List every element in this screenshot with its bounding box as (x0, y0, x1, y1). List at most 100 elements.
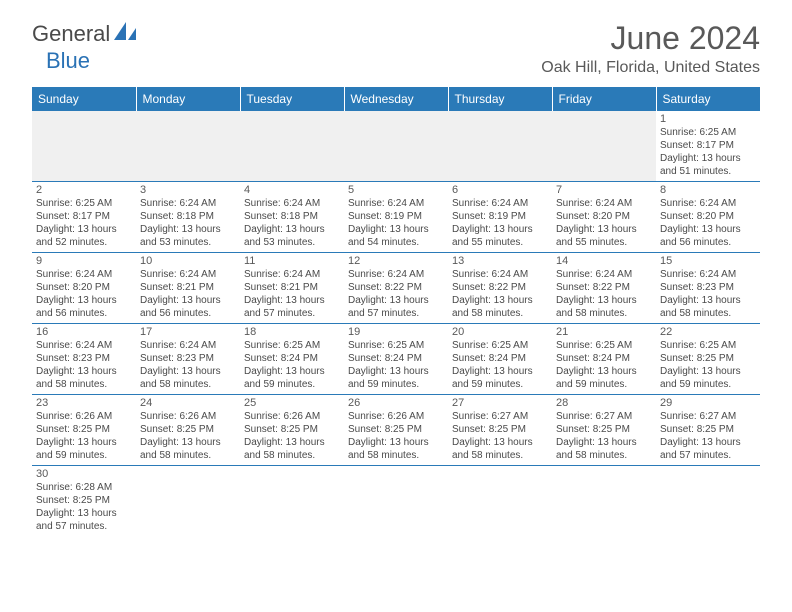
day-info-line: Sunset: 8:17 PM (660, 139, 756, 152)
day-number: 22 (660, 326, 756, 338)
day-info-line: Sunrise: 6:25 AM (660, 126, 756, 139)
day-info-line: Sunrise: 6:24 AM (556, 197, 652, 210)
calendar-day-cell: 22Sunrise: 6:25 AMSunset: 8:25 PMDayligh… (656, 324, 760, 395)
calendar-day-cell (136, 111, 240, 182)
calendar-day-cell: 21Sunrise: 6:25 AMSunset: 8:24 PMDayligh… (552, 324, 656, 395)
day-info-line: and 56 minutes. (660, 236, 756, 249)
day-info-line: Sunrise: 6:25 AM (556, 339, 652, 352)
day-info-line: Sunset: 8:20 PM (36, 281, 132, 294)
day-info-line: Sunrise: 6:27 AM (660, 410, 756, 423)
calendar-day-cell (32, 111, 136, 182)
calendar-day-cell: 12Sunrise: 6:24 AMSunset: 8:22 PMDayligh… (344, 253, 448, 324)
calendar-day-cell (448, 111, 552, 182)
day-info-line: Sunrise: 6:24 AM (452, 268, 548, 281)
calendar-day-cell: 19Sunrise: 6:25 AMSunset: 8:24 PMDayligh… (344, 324, 448, 395)
calendar-day-cell: 6Sunrise: 6:24 AMSunset: 8:19 PMDaylight… (448, 182, 552, 253)
day-info-line: Sunrise: 6:27 AM (452, 410, 548, 423)
day-info-line: and 52 minutes. (36, 236, 132, 249)
day-info-line: Daylight: 13 hours (660, 436, 756, 449)
day-info-line: Sunset: 8:20 PM (556, 210, 652, 223)
day-number: 5 (348, 184, 444, 196)
day-info-line: Sunrise: 6:24 AM (660, 197, 756, 210)
calendar-day-cell: 26Sunrise: 6:26 AMSunset: 8:25 PMDayligh… (344, 395, 448, 466)
day-info-line: and 57 minutes. (36, 520, 132, 533)
day-number: 7 (556, 184, 652, 196)
day-info-line: Sunset: 8:21 PM (244, 281, 340, 294)
day-info-line: Sunset: 8:21 PM (140, 281, 236, 294)
day-info-line: Sunrise: 6:24 AM (244, 197, 340, 210)
day-info-line: Daylight: 13 hours (452, 294, 548, 307)
calendar-day-cell (136, 466, 240, 537)
day-number: 20 (452, 326, 548, 338)
calendar-day-cell: 14Sunrise: 6:24 AMSunset: 8:22 PMDayligh… (552, 253, 656, 324)
day-number: 15 (660, 255, 756, 267)
calendar-week-row: 16Sunrise: 6:24 AMSunset: 8:23 PMDayligh… (32, 324, 760, 395)
day-info-line: Sunrise: 6:24 AM (36, 339, 132, 352)
day-info-line: Sunset: 8:24 PM (348, 352, 444, 365)
day-info-line: Daylight: 13 hours (348, 223, 444, 236)
day-info-line: Daylight: 13 hours (244, 436, 340, 449)
day-info-line: Sunset: 8:23 PM (140, 352, 236, 365)
day-info-line: Sunrise: 6:24 AM (244, 268, 340, 281)
day-info-line: Daylight: 13 hours (452, 223, 548, 236)
day-info-line: Sunrise: 6:24 AM (140, 197, 236, 210)
calendar-day-cell: 1Sunrise: 6:25 AMSunset: 8:17 PMDaylight… (656, 111, 760, 182)
calendar-day-cell: 5Sunrise: 6:24 AMSunset: 8:19 PMDaylight… (344, 182, 448, 253)
day-info-line: Sunrise: 6:24 AM (140, 268, 236, 281)
day-number: 29 (660, 397, 756, 409)
day-info-line: Sunset: 8:25 PM (244, 423, 340, 436)
day-number: 25 (244, 397, 340, 409)
header: General June 2024 Oak Hill, Florida, Uni… (0, 0, 792, 81)
day-info-line: Sunrise: 6:25 AM (36, 197, 132, 210)
day-info-line: Sunrise: 6:24 AM (140, 339, 236, 352)
day-info-line: and 58 minutes. (244, 449, 340, 462)
day-info-line: and 53 minutes. (244, 236, 340, 249)
calendar-day-cell (240, 466, 344, 537)
day-info-line: and 58 minutes. (452, 307, 548, 320)
day-info-line: and 58 minutes. (660, 307, 756, 320)
weekday-header: Friday (552, 87, 656, 111)
calendar-day-cell: 23Sunrise: 6:26 AMSunset: 8:25 PMDayligh… (32, 395, 136, 466)
day-info-line: Sunset: 8:22 PM (556, 281, 652, 294)
day-info-line: and 51 minutes. (660, 165, 756, 178)
day-info-line: Daylight: 13 hours (660, 365, 756, 378)
day-number: 27 (452, 397, 548, 409)
day-info-line: Sunrise: 6:25 AM (660, 339, 756, 352)
weekday-header: Saturday (656, 87, 760, 111)
day-info-line: and 54 minutes. (348, 236, 444, 249)
day-info-line: Daylight: 13 hours (140, 223, 236, 236)
calendar-day-cell: 29Sunrise: 6:27 AMSunset: 8:25 PMDayligh… (656, 395, 760, 466)
day-info-line: Daylight: 13 hours (140, 436, 236, 449)
calendar-day-cell: 20Sunrise: 6:25 AMSunset: 8:24 PMDayligh… (448, 324, 552, 395)
day-info-line: Daylight: 13 hours (556, 294, 652, 307)
title-block: June 2024 Oak Hill, Florida, United Stat… (541, 20, 760, 77)
day-info-line: Sunset: 8:22 PM (348, 281, 444, 294)
day-info-line: and 59 minutes. (244, 378, 340, 391)
day-number: 1 (660, 113, 756, 125)
day-info-line: Daylight: 13 hours (556, 223, 652, 236)
day-info-line: and 58 minutes. (556, 449, 652, 462)
day-number: 12 (348, 255, 444, 267)
day-info-line: Daylight: 13 hours (348, 294, 444, 307)
calendar-body: 1Sunrise: 6:25 AMSunset: 8:17 PMDaylight… (32, 111, 760, 536)
logo: General (32, 20, 140, 48)
day-number: 8 (660, 184, 756, 196)
day-info-line: Sunrise: 6:25 AM (244, 339, 340, 352)
calendar-week-row: 23Sunrise: 6:26 AMSunset: 8:25 PMDayligh… (32, 395, 760, 466)
month-title: June 2024 (541, 20, 760, 57)
calendar-day-cell: 13Sunrise: 6:24 AMSunset: 8:22 PMDayligh… (448, 253, 552, 324)
day-info-line: Daylight: 13 hours (556, 365, 652, 378)
day-info-line: Sunrise: 6:24 AM (452, 197, 548, 210)
day-info-line: Sunset: 8:25 PM (452, 423, 548, 436)
day-info-line: Daylight: 13 hours (452, 365, 548, 378)
day-info-line: Daylight: 13 hours (244, 223, 340, 236)
day-info-line: and 57 minutes. (244, 307, 340, 320)
day-info-line: and 57 minutes. (348, 307, 444, 320)
day-number: 17 (140, 326, 236, 338)
calendar-day-cell: 18Sunrise: 6:25 AMSunset: 8:24 PMDayligh… (240, 324, 344, 395)
day-info-line: Sunset: 8:24 PM (452, 352, 548, 365)
day-number: 10 (140, 255, 236, 267)
calendar-day-cell (656, 466, 760, 537)
day-number: 2 (36, 184, 132, 196)
day-info-line: Sunrise: 6:26 AM (244, 410, 340, 423)
